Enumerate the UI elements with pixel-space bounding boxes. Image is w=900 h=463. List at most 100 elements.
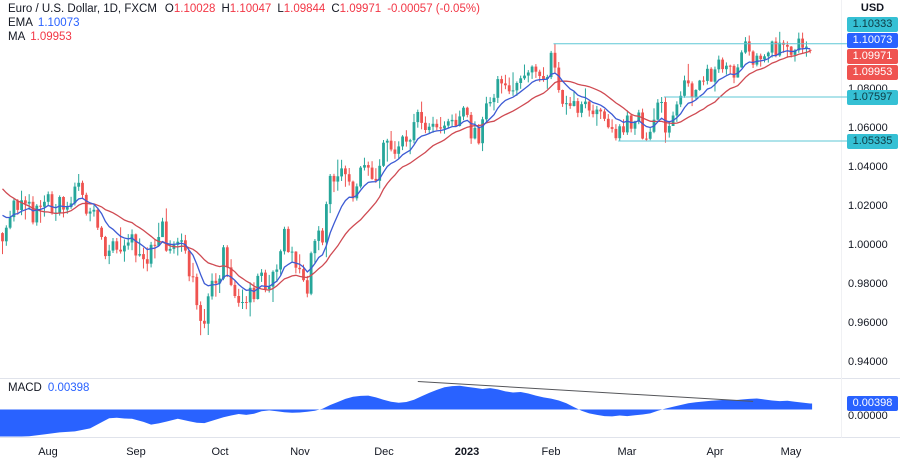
candle-body [443, 125, 446, 129]
symbol-title[interactable]: Euro / U.S. Dollar, 1D, FXCM [8, 3, 157, 15]
candle-body [595, 109, 599, 115]
macd-legend-row[interactable]: MACD 0.00398 [8, 382, 89, 395]
candle-body [561, 90, 564, 104]
candle-body [797, 38, 801, 51]
candle-body [538, 71, 542, 76]
candle-body [203, 320, 206, 324]
candle-body [65, 207, 69, 210]
candle-body [397, 146, 401, 154]
candle-body [572, 101, 576, 106]
candle-body [43, 201, 46, 207]
ma-line[interactable] [2, 50, 811, 291]
ema-line[interactable] [2, 47, 811, 293]
time-axis-label: May [780, 446, 802, 458]
candle-body [747, 41, 751, 52]
candle-body [786, 44, 789, 47]
candle-body [618, 126, 622, 139]
candle-body [206, 296, 210, 324]
candle-body [149, 244, 153, 264]
time-axis-label: Mar [617, 446, 637, 458]
candle-body [416, 112, 420, 123]
ema-legend-row[interactable]: EMA 1.10073 [8, 16, 480, 30]
price-axis[interactable]: 1.080001.060001.040001.020001.000000.980… [842, 0, 900, 437]
macd-price-badge: 0.00398 [847, 395, 898, 411]
candle-body [576, 101, 580, 113]
candle-body [721, 59, 724, 70]
macd-trendline[interactable] [417, 381, 754, 402]
low-value: L1.09844 [277, 3, 326, 15]
candle-body [485, 103, 488, 120]
candle-body [233, 284, 237, 296]
candle-body [161, 221, 164, 238]
candle-body [378, 165, 382, 181]
candle-body [492, 97, 496, 103]
candle-body [283, 228, 286, 252]
time-axis-label: 2023 [454, 446, 480, 458]
candle-body [698, 80, 702, 90]
time-axis-label: Apr [706, 446, 724, 458]
candle-body [744, 41, 747, 53]
ma-value: 1.09953 [30, 31, 72, 43]
candle-body [100, 227, 103, 237]
candle-body [4, 227, 8, 242]
candle-body [328, 175, 332, 205]
candle-body [755, 55, 759, 65]
candle-body [465, 107, 469, 115]
candle-body [568, 103, 572, 106]
candle-body [96, 209, 100, 228]
candle-body [241, 302, 244, 303]
candle-body [713, 69, 717, 82]
candle-body [46, 194, 50, 202]
candle-body [290, 251, 294, 253]
candle-body [195, 276, 199, 306]
time-axis[interactable]: Aug Sep Oct Nov Dec 2023 Feb Mar Apr May [0, 438, 900, 463]
candle-body [507, 85, 511, 92]
last-price-badge: 1.09971 [847, 49, 898, 65]
candle-body [16, 200, 20, 210]
candle-body [545, 77, 549, 79]
price-tick-label: 1.06000 [848, 122, 888, 135]
candle-body [435, 123, 439, 128]
candle-body [340, 168, 343, 177]
candle-body [679, 95, 683, 105]
close-value: C1.09971 [331, 3, 382, 15]
candle-body [801, 38, 804, 48]
candle-body [763, 56, 766, 60]
candle-body [374, 178, 378, 181]
candle-body [603, 111, 606, 119]
candle-body [225, 247, 229, 268]
candle-body [565, 103, 568, 105]
macd-area[interactable] [0, 385, 813, 437]
candle-body [252, 287, 256, 300]
candle-body [408, 140, 412, 142]
candle-body [260, 272, 263, 276]
ma-price-badge: 1.09953 [847, 65, 898, 81]
ma-legend-row[interactable]: MA 1.09953 [8, 30, 480, 44]
candle-body [584, 101, 587, 105]
candle-body [450, 119, 454, 122]
candle-body [778, 42, 782, 56]
ema-value: 1.10073 [37, 17, 80, 29]
candle-body [732, 65, 736, 78]
symbol-legend-row[interactable]: Euro / U.S. Dollar, 1D, FXCM O1.10028 H1… [8, 2, 480, 16]
candle-body [332, 175, 336, 182]
candle-body [107, 250, 111, 256]
candle-body [526, 72, 530, 76]
candle-body [111, 241, 115, 251]
macd-value: 0.00398 [47, 382, 90, 394]
candle-body [431, 123, 435, 127]
candle-body [580, 104, 583, 113]
candle-body [488, 102, 492, 104]
candlestick-series[interactable] [1, 31, 812, 336]
candle-body [702, 80, 705, 82]
candle-body [587, 101, 591, 111]
price-tick-label: 1.04000 [848, 161, 888, 173]
candle-body [20, 200, 23, 210]
candle-body [805, 46, 808, 48]
candle-body [420, 112, 423, 123]
candle-body [599, 109, 603, 112]
time-axis-label: Nov [290, 446, 310, 458]
candle-body [667, 126, 671, 133]
